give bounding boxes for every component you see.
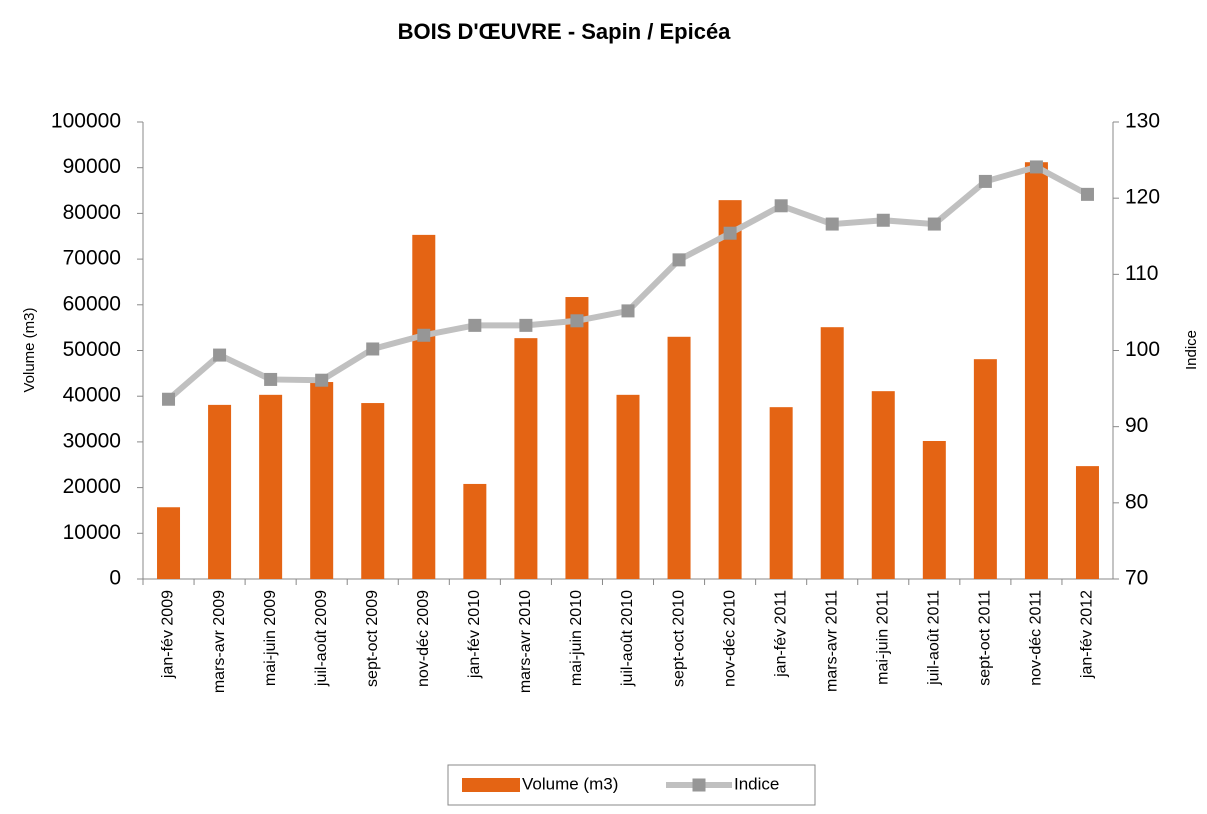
x-tick-label: juil-août 2011 [926,590,943,686]
line-marker [366,342,380,356]
bar [769,407,793,579]
x-tick-label: mai-juin 2009 [262,590,279,686]
x-tick-label: mai-juin 2011 [874,590,891,685]
legend-label: Indice [734,774,779,793]
y-tick-label: 100000 [51,110,121,133]
bar [616,394,640,579]
bar [565,297,589,579]
bar [361,403,385,579]
x-tick-label: jan-fév 2011 [772,590,789,678]
bar [463,483,487,579]
x-tick-label: jan-fév 2012 [1079,590,1096,679]
x-tick-label: sept-oct 2011 [977,590,994,686]
y2-tick-label: 100 [1125,338,1160,361]
line-marker [825,217,839,231]
y2-tick-label: 120 [1125,186,1160,209]
y-tick-label: 70000 [63,247,121,270]
legend-marker [692,778,706,792]
y2-tick-label: 110 [1125,262,1158,285]
line-marker [1029,160,1043,174]
x-tick-label: nov-déc 2010 [721,590,738,687]
bar [922,440,946,579]
bar [718,200,742,579]
line [166,163,1089,402]
y-tick-label: 0 [109,567,121,590]
x-tick-label: jan-fév 2010 [466,590,483,679]
y2-tick-label: 70 [1125,567,1148,590]
legend-label: Volume (m3) [522,774,618,793]
line-marker [468,318,482,332]
line-marker [519,318,533,332]
line-marker [315,373,329,387]
line-marker [1080,187,1094,201]
bar [208,404,232,579]
bar [820,327,844,579]
y-tick-label: 90000 [63,155,121,178]
line-marker [570,314,584,328]
x-tick-label: juil-août 2009 [313,590,330,687]
chart-title: BOIS D'ŒUVRE - Sapin / Epicéa [398,19,732,44]
y-tick-label: 30000 [63,429,121,452]
x-tick-label: mars-avr 2011 [823,590,840,692]
x-tick-label: nov-déc 2009 [415,590,432,687]
y-tick-label: 40000 [63,384,121,407]
bar [1075,466,1099,579]
line-marker [621,304,635,318]
line-marker [723,226,737,240]
bar [1024,162,1048,579]
y-tick-label: 10000 [63,521,121,544]
x-tick-label: sept-oct 2010 [670,590,687,687]
line-marker [876,213,890,227]
x-tick-label: juil-août 2010 [619,590,636,687]
bar [514,338,538,579]
bar [871,391,895,579]
y2-tick-label: 80 [1125,490,1148,513]
x-tick-label: nov-déc 2011 [1028,590,1045,686]
y-tick-label: 60000 [63,292,121,315]
y-axis-label: Volume (m3) [21,307,38,392]
line-marker [264,372,278,386]
bar [259,394,283,579]
x-tick-label: sept-oct 2009 [364,590,381,687]
line-marker [417,328,431,342]
bar [412,234,436,579]
x-tick-label: jan-fév 2009 [160,590,177,679]
line-marker [927,217,941,231]
y2-axis-label: Indice [1183,330,1200,370]
legend-swatch [462,778,520,792]
y2-tick-label: 90 [1125,414,1148,437]
x-tick-label: mai-juin 2010 [568,590,585,686]
line-marker [672,253,686,267]
y-tick-label: 80000 [63,201,121,224]
bar [973,359,997,579]
y2-tick-label: 130 [1125,110,1160,133]
bar [157,507,181,579]
line-marker [213,348,227,362]
x-tick-label: mars-avr 2010 [517,590,534,693]
line-marker [162,392,176,406]
y-tick-label: 50000 [63,338,121,361]
line-marker [774,199,788,213]
line-marker [978,174,992,188]
y-tick-label: 20000 [63,475,121,498]
bar [667,336,691,579]
legend-box [447,764,816,806]
x-tick-label: mars-avr 2009 [211,590,228,693]
bar [310,382,334,579]
